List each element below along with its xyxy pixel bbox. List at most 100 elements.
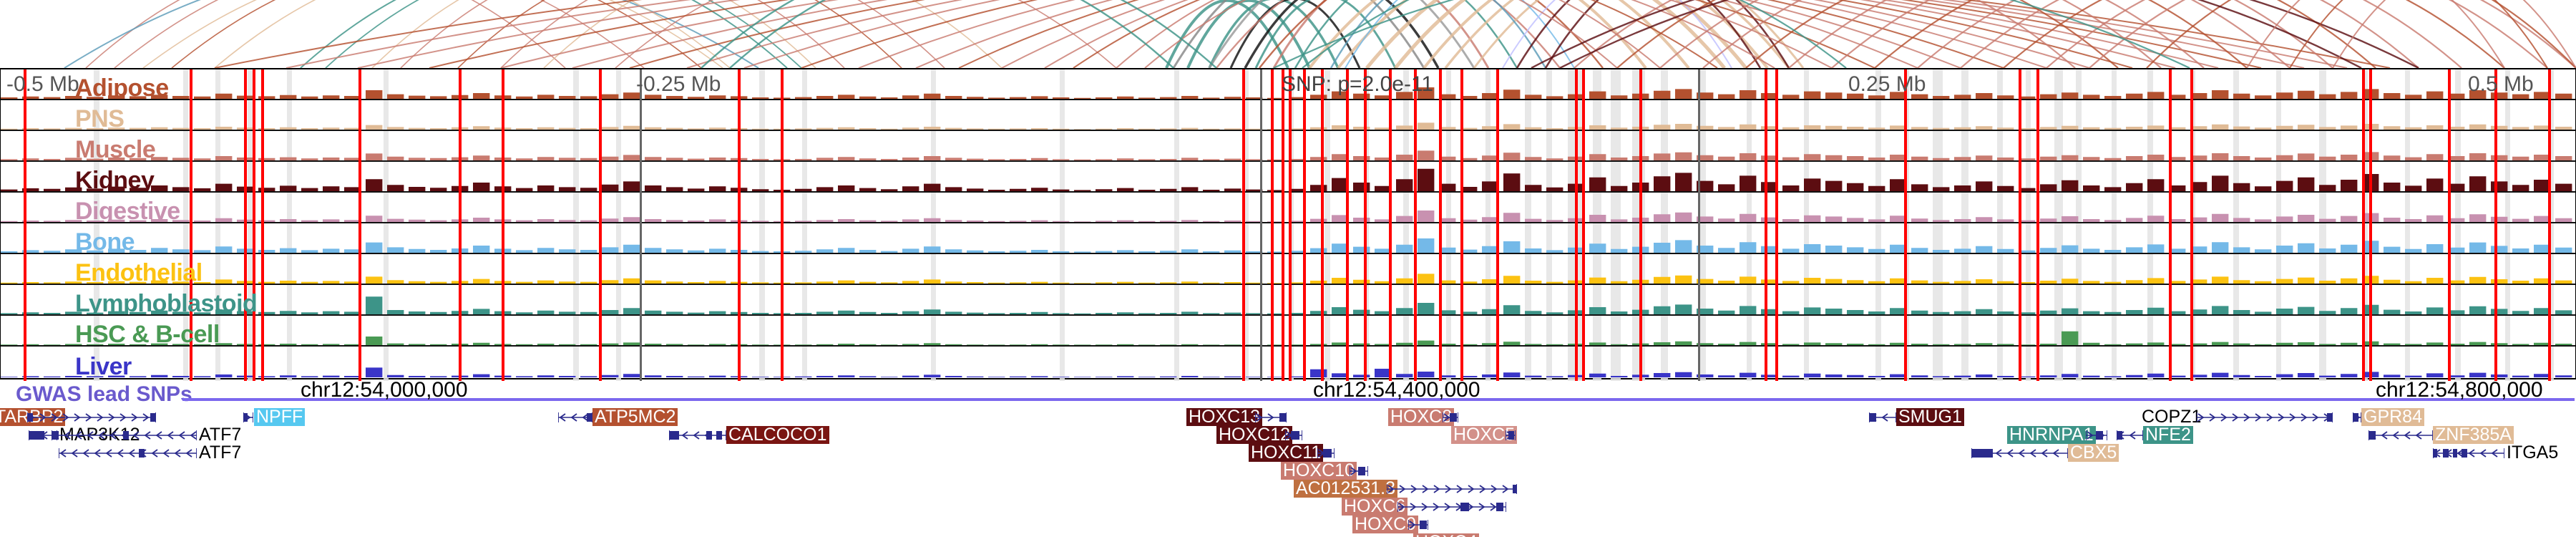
loop-arc — [371, 0, 816, 68]
arc-svg — [64, 0, 2576, 68]
gene-model-hoxc6[interactable] — [1397, 498, 1506, 516]
gene-label-itga5[interactable]: ITGA5 — [2507, 442, 2559, 463]
track-signal-svg — [1, 122, 2572, 130]
loop-arc — [686, 0, 2090, 68]
gene-model-atf7[interactable] — [59, 444, 197, 462]
loop-arc — [325, 0, 802, 68]
gene-model-smug1[interactable] — [1869, 408, 1896, 426]
gene-model-ac012531-3[interactable] — [1387, 480, 1517, 498]
transcript-model — [558, 412, 592, 422]
gene-label-atf7[interactable]: ATF7 — [199, 442, 242, 463]
gene-model-hoxc4[interactable] — [1469, 533, 1573, 537]
gene-label-atf7[interactable]: ATF7 — [199, 425, 242, 445]
genomic-coordinate-label: chr12:54,000,000 — [301, 378, 468, 402]
gene-label-znf385a[interactable]: ZNF385A — [2433, 426, 2514, 444]
loop-arc — [2289, 0, 2548, 68]
gene-label-hoxc11[interactable]: HOXC11 — [1249, 444, 1324, 462]
loop-arc — [64, 0, 759, 68]
loop-arc — [1345, 0, 1575, 68]
gene-label-hoxc4[interactable]: HOXC4 — [1413, 533, 1480, 537]
signal-track-pns[interactable]: PNS — [1, 100, 2575, 131]
gene-label-hnrnpa1[interactable]: HNRNPA1 — [2007, 426, 2096, 444]
gene-model-hoxc12[interactable] — [1285, 426, 1302, 444]
gene-model-hoxc13[interactable] — [1255, 408, 1287, 426]
loop-arc — [286, 0, 2348, 68]
gene-model-hoxc8[interactable] — [1443, 408, 1458, 426]
gene-model-tarbp2[interactable] — [27, 408, 156, 426]
signal-area — [1, 238, 2572, 253]
gene-model-znf385a[interactable] — [2368, 426, 2433, 444]
loop-arc — [1444, 0, 1790, 68]
gene-label-calcoco1[interactable]: CALCOCO1 — [726, 426, 829, 444]
loop-arc — [1394, 0, 1747, 68]
gene-model-calcoco1[interactable] — [669, 426, 726, 444]
gene-model-atf7[interactable] — [52, 426, 197, 444]
gene-label-nfe2[interactable]: NFE2 — [2143, 426, 2193, 444]
gene-label-hoxc9[interactable]: HOXC9 — [1352, 516, 1419, 533]
loop-arc — [915, 0, 1918, 68]
signal-track-endothelial[interactable]: Endothelial — [1, 254, 2575, 285]
gene-model-hoxc9[interactable] — [1408, 516, 1428, 533]
transcript-model — [1387, 484, 1517, 494]
gene-label-hoxc12[interactable]: HOXC12 — [1216, 426, 1293, 444]
signal-track-muscle[interactable]: Muscle — [1, 131, 2575, 162]
signal-area — [1, 296, 2572, 314]
gene-model-hoxc11[interactable] — [1317, 444, 1335, 462]
gene-model-nfe2[interactable] — [2117, 426, 2143, 444]
loop-arc — [2003, 0, 2505, 68]
loop-arc — [1745, 0, 2248, 68]
gene-label-hoxc6[interactable]: HOXC6 — [1342, 498, 1408, 516]
loop-arc — [1365, 0, 1726, 68]
loop-arc — [1216, 0, 1561, 68]
signal-track-kidney[interactable]: Kidney — [1, 162, 2575, 193]
transcript-model — [1506, 430, 1516, 440]
loop-arc — [1659, 0, 2162, 68]
gene-model-hoxc5[interactable] — [1506, 426, 1516, 444]
gene-label-atp5mc2[interactable]: ATP5MC2 — [592, 408, 678, 426]
loop-arc — [1116, 0, 1618, 68]
loop-arc — [2146, 0, 2576, 68]
gene-model-gpr84[interactable] — [2353, 408, 2361, 426]
gene-label-hoxc10[interactable]: HOXC10 — [1281, 462, 1357, 480]
signal-track-lymphoblastoid[interactable]: Lymphoblastoid — [1, 285, 2575, 316]
gene-model-npff[interactable] — [243, 408, 253, 426]
gene-label-cbx5[interactable]: CBX5 — [2068, 444, 2119, 462]
gene-model-copz1[interactable] — [2197, 408, 2333, 426]
track-signal-svg — [1, 168, 2572, 191]
gene-row: HOXC9 — [0, 516, 2576, 535]
gene-label-copz1[interactable]: COPZ1 — [2142, 408, 2202, 427]
loop-arc — [1917, 0, 2419, 68]
gene-label-ac012531-3[interactable]: AC012531.3 — [1294, 480, 1398, 498]
signal-track-hsc-b-cell[interactable]: HSC & B-cell — [1, 316, 2575, 347]
loop-arc — [1574, 0, 2076, 68]
loop-arc — [300, 0, 788, 68]
loop-arc — [1272, 0, 1490, 68]
gene-label-smug1[interactable]: SMUG1 — [1896, 408, 1964, 426]
gene-model-atp5mc2[interactable] — [558, 408, 592, 426]
gene-label-hoxc8[interactable]: HOXC8 — [1388, 408, 1455, 426]
loop-arc — [1308, 0, 1647, 68]
loop-arc — [1616, 0, 2119, 68]
gene-model-cbx5[interactable] — [1971, 444, 2068, 462]
gene-row: HOXC10 — [0, 462, 2576, 481]
gene-model-itga5[interactable] — [2433, 444, 2504, 462]
loop-arc — [1423, 0, 1769, 68]
loop-arc — [1330, 0, 1547, 68]
gene-model-map3k12[interactable] — [29, 426, 57, 444]
signal-track-bone[interactable]: Bone — [1, 223, 2575, 254]
gene-label-npff[interactable]: NPFF — [254, 408, 306, 426]
transcript-model — [2433, 448, 2504, 458]
loop-arc — [858, 0, 1961, 68]
gene-model-hnrnpa1[interactable] — [2086, 426, 2107, 444]
signal-track-liver[interactable]: Liver — [1, 347, 2575, 377]
signal-area — [1, 150, 2572, 160]
signal-track-digestive[interactable]: Digestive — [1, 193, 2575, 223]
loop-arc — [2046, 0, 2548, 68]
mb-tick-label: 0.5 Mb — [2468, 72, 2534, 96]
transcript-model — [1255, 412, 1287, 422]
gene-label-gpr84[interactable]: GPR84 — [2361, 408, 2424, 426]
gene-label-hoxc13[interactable]: HOXC13 — [1186, 408, 1263, 426]
loop-arc — [85, 0, 566, 68]
gene-model-hoxc10[interactable] — [1350, 462, 1368, 480]
